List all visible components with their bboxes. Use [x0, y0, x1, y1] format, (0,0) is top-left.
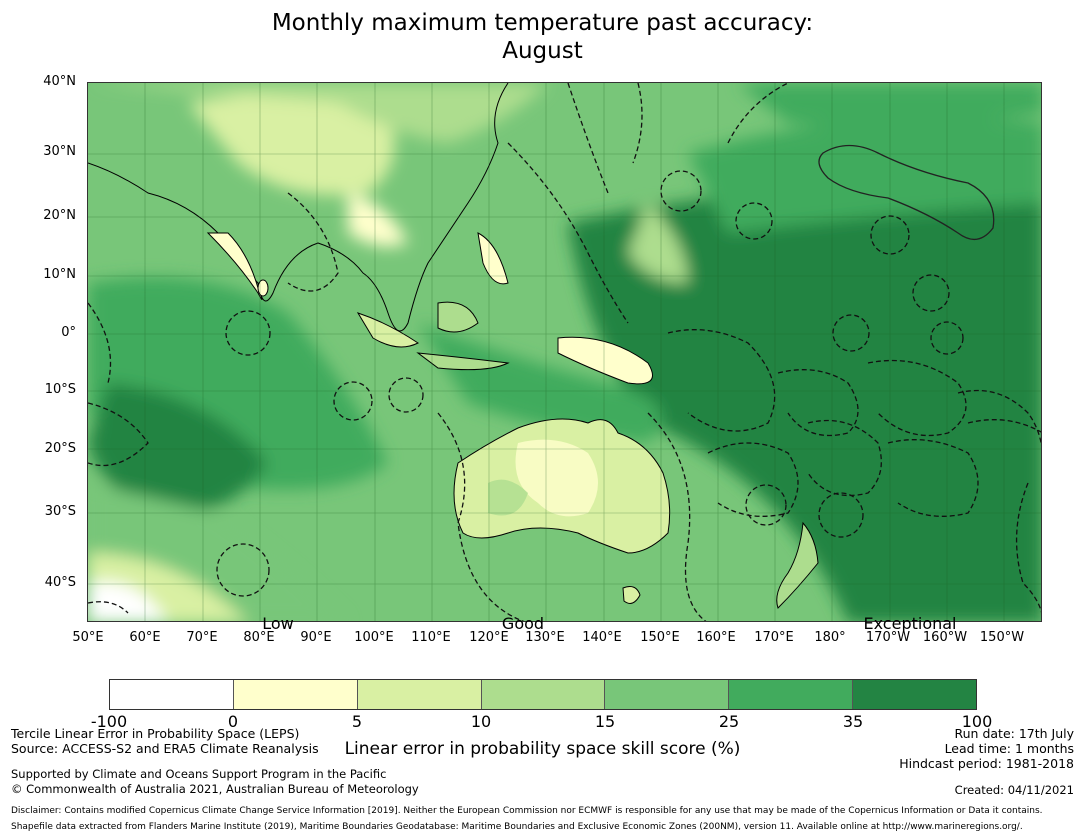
lat-label-40s: 40°S — [44, 575, 76, 590]
philippines — [477, 232, 509, 285]
colorbar — [109, 679, 977, 710]
colorbar-tick: 10 — [470, 712, 492, 731]
hindcast-period: Hindcast period: 1981-2018 — [899, 756, 1074, 771]
footer-support: Supported by Climate and Oceans Support … — [11, 767, 387, 781]
colorbar-segment — [110, 680, 234, 709]
lon-label-90e: 90°E — [300, 630, 332, 645]
lat-label-10n: 10°N — [43, 267, 76, 282]
created-date: Created: 04/11/2021 — [954, 783, 1074, 797]
lon-label-50e: 50°E — [72, 630, 104, 645]
skill-map — [87, 82, 1042, 622]
sri-lanka — [257, 279, 269, 297]
hawaii-eez — [818, 144, 995, 240]
footer-leps: Tercile Linear Error in Probability Spac… — [11, 726, 300, 741]
lon-label-170e: 170°E — [754, 630, 794, 645]
colorbar-segment — [481, 680, 606, 709]
lon-label-120e: 120°E — [469, 630, 509, 645]
lon-label-150e: 150°E — [640, 630, 680, 645]
colorbar-tick: -100 — [90, 712, 128, 731]
lon-label-160e: 160°E — [696, 630, 736, 645]
skill-label-exceptional: Exceptional — [863, 614, 957, 633]
lat-label-0: 0° — [61, 325, 76, 340]
lat-label-20s: 20°S — [44, 441, 76, 456]
skill-label-good: Good — [501, 614, 545, 633]
colorbar-segment — [357, 680, 482, 709]
lead-time: Lead time: 1 months — [944, 741, 1074, 756]
lat-label-30s: 30°S — [44, 504, 76, 519]
disclaimer-shapefile: Shapefile data extracted from Flanders M… — [11, 822, 1023, 832]
colorbar-tick: 0 — [227, 712, 239, 731]
lon-label-70e: 70°E — [186, 630, 218, 645]
india-peninsula — [206, 232, 263, 300]
eez-boundaries — [88, 83, 1041, 621]
lon-label-180: 180° — [814, 630, 846, 645]
run-date: Run date: 17th July — [954, 726, 1075, 741]
colorbar-segment — [729, 680, 854, 709]
papua-new-guinea — [557, 336, 653, 385]
asia-coastline — [88, 83, 509, 332]
lon-label-80e: 80°E — [243, 630, 275, 645]
lon-label-110e: 110°E — [411, 630, 451, 645]
disclaimer-copernicus: Disclaimer: Contains modified Copernicus… — [11, 806, 1043, 816]
graticule — [88, 83, 1041, 621]
lat-label-30n: 30°N — [43, 144, 76, 159]
new-zealand — [776, 521, 819, 609]
skill-field-patches — [88, 83, 1041, 621]
tasmania — [622, 586, 641, 604]
colorbar-tick: 5 — [351, 712, 363, 731]
lon-label-100e: 100°E — [354, 630, 394, 645]
lat-label-40n: 40°N — [43, 74, 76, 89]
map-title-line2: August — [502, 38, 583, 64]
skill-map-canvas — [88, 83, 1041, 621]
colorbar-tick: 25 — [718, 712, 740, 731]
skill-label-low: Low — [262, 614, 294, 633]
colorbar-segment — [233, 680, 358, 709]
lat-label-10s: 10°S — [44, 382, 76, 397]
colorbar-tick: 35 — [842, 712, 864, 731]
lon-label-140e: 140°E — [582, 630, 622, 645]
lat-label-20n: 20°N — [43, 208, 76, 223]
colorbar-tick: 15 — [594, 712, 616, 731]
lon-label-160w: 160°W — [922, 630, 968, 645]
colorbar-tick: 100 — [961, 712, 993, 731]
lon-label-170w: 170°W — [865, 630, 911, 645]
lon-label-60e: 60°E — [129, 630, 161, 645]
map-title-line1: Monthly maximum temperature past accurac… — [271, 10, 814, 36]
footer-source: Source: ACCESS-S2 and ERA5 Climate Reana… — [11, 741, 319, 756]
colorbar-segment — [605, 680, 730, 709]
colorbar-label: Linear error in probability space skill … — [344, 739, 741, 759]
lon-label-130e: 130°E — [525, 630, 565, 645]
colorbar-segment — [853, 680, 977, 709]
lon-label-150w: 150°W — [979, 630, 1025, 645]
footer-copyright: © Commonwealth of Australia 2021, Austra… — [11, 782, 419, 796]
